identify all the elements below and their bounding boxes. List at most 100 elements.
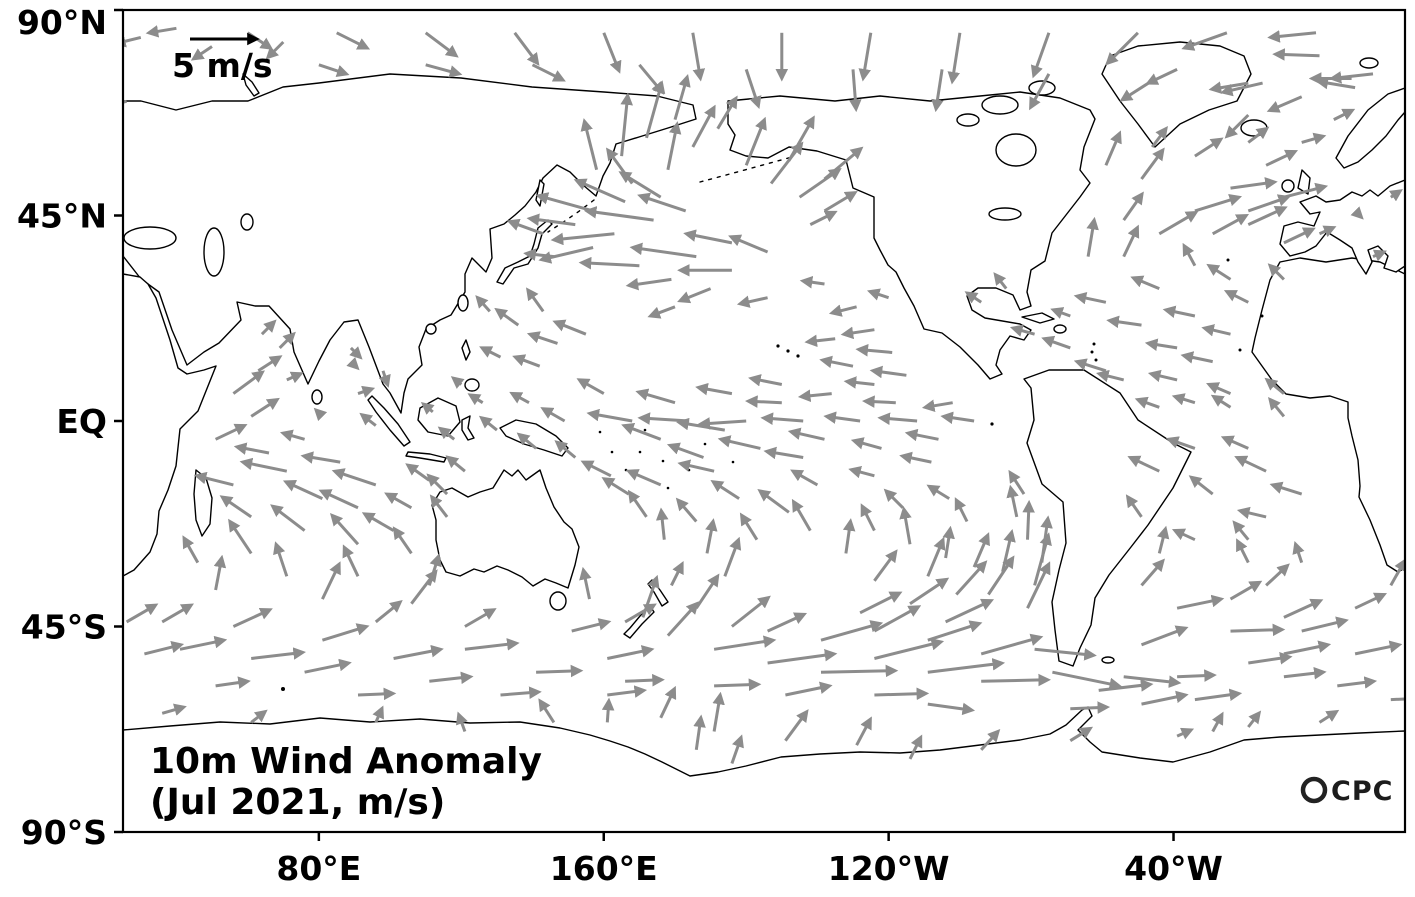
wind-vector xyxy=(278,331,296,349)
wind-vector xyxy=(336,31,371,50)
wind-vector xyxy=(161,603,194,624)
wind-vector xyxy=(760,412,804,425)
wind-vector xyxy=(799,276,825,289)
wind-vector xyxy=(625,673,665,687)
wind-vector xyxy=(193,471,234,487)
wind-vector xyxy=(1098,679,1154,692)
wind-vector xyxy=(437,426,456,441)
island-hispaniola xyxy=(1053,324,1067,334)
wind-vector xyxy=(849,69,862,113)
arctic-island-3 xyxy=(956,113,980,127)
wind-vector xyxy=(1333,108,1356,121)
map-title-line2: (Jul 2021, m/s) xyxy=(150,782,445,823)
wind-vector xyxy=(123,35,142,48)
wind-vector xyxy=(980,729,1001,751)
wind-vector xyxy=(716,95,738,130)
wind-vector xyxy=(1006,484,1019,518)
wind-vector xyxy=(1219,81,1263,97)
wind-vector xyxy=(313,407,328,422)
wind-vector xyxy=(1224,113,1250,139)
wind-vector xyxy=(1223,290,1249,304)
wind-vector xyxy=(627,489,648,518)
wind-vector xyxy=(1162,305,1196,318)
wind-vector xyxy=(445,455,466,473)
wind-vector xyxy=(279,429,306,442)
wind-vector xyxy=(583,206,654,222)
wind-vector xyxy=(467,393,484,406)
wind-vector xyxy=(787,115,815,162)
coastline-north-america xyxy=(727,91,1096,380)
map-title-line1: 10m Wind Anomaly xyxy=(150,741,542,782)
wind-vector xyxy=(374,600,403,624)
wind-vector xyxy=(1354,592,1388,610)
wind-vector xyxy=(1283,227,1316,245)
wind-vector xyxy=(1230,177,1278,190)
wind-vector xyxy=(723,536,742,577)
wind-vector xyxy=(550,232,615,246)
wind-vector xyxy=(840,326,875,340)
wind-vector xyxy=(342,544,360,577)
wind-vector xyxy=(666,121,682,171)
wind-vector xyxy=(265,40,285,60)
wind-vector xyxy=(239,457,288,473)
wind-vector xyxy=(1230,623,1286,637)
island-falklands xyxy=(1101,656,1115,664)
wind-vector xyxy=(509,391,530,405)
wind-vector xyxy=(232,370,265,395)
wind-vector xyxy=(426,473,449,496)
wind-vector xyxy=(637,412,690,425)
cpc-logo-icon xyxy=(1300,776,1328,804)
wind-vector xyxy=(809,210,838,226)
wind-vector xyxy=(359,412,377,427)
island-novaya-zemlya xyxy=(242,73,260,97)
wind-vector xyxy=(874,638,945,660)
wind-vector xyxy=(798,168,842,199)
wind-vector xyxy=(1009,324,1036,337)
island-new-zealand-south xyxy=(623,605,655,639)
wind-vector xyxy=(909,577,950,605)
wind-vector xyxy=(1030,32,1051,79)
coastline-antarctica xyxy=(123,706,1405,777)
wind-vector xyxy=(1301,132,1327,145)
wind-vector xyxy=(526,331,558,345)
wind-vector xyxy=(145,25,177,38)
wind-vector xyxy=(161,703,187,716)
wind-vector xyxy=(693,714,706,751)
wind-vector xyxy=(1086,216,1099,257)
wind-vector xyxy=(538,246,594,264)
wind-vector xyxy=(714,678,762,692)
y-tick-label: 90°N xyxy=(17,3,107,42)
wind-vector xyxy=(1211,213,1250,236)
x-tick-label: 40°W xyxy=(1124,849,1223,888)
wind-vector xyxy=(647,305,676,319)
wind-vector xyxy=(540,407,566,423)
wind-vector xyxy=(455,711,468,733)
wind-vector xyxy=(1206,263,1232,281)
island-luzon xyxy=(461,339,471,361)
wind-vector xyxy=(331,468,377,487)
wind-vector xyxy=(797,389,832,402)
wind-vector xyxy=(1144,338,1178,351)
wind-vector xyxy=(228,518,253,555)
wind-vector xyxy=(695,382,733,396)
wind-vector xyxy=(357,687,397,701)
cpc-logo-text: CPC xyxy=(1331,776,1393,807)
y-tick-label: 90°S xyxy=(21,813,107,852)
lake-caspian xyxy=(203,227,225,277)
wind-vector xyxy=(873,549,898,582)
wind-vector xyxy=(378,370,391,388)
wind-vector xyxy=(429,671,474,685)
wind-vector xyxy=(1122,224,1140,258)
wind-vector xyxy=(1265,149,1299,167)
wind-vector xyxy=(526,287,545,313)
wind-vector xyxy=(926,536,946,577)
arctic-island-1 xyxy=(981,95,1019,115)
wind-vector xyxy=(1283,640,1332,656)
wind-vector xyxy=(1292,541,1305,564)
wind-vector xyxy=(580,118,599,171)
wind-vector xyxy=(625,469,662,487)
wind-vector xyxy=(1180,351,1214,364)
wind-vector xyxy=(1236,506,1267,520)
wind-vector xyxy=(638,63,665,95)
wind-vector xyxy=(318,63,350,77)
